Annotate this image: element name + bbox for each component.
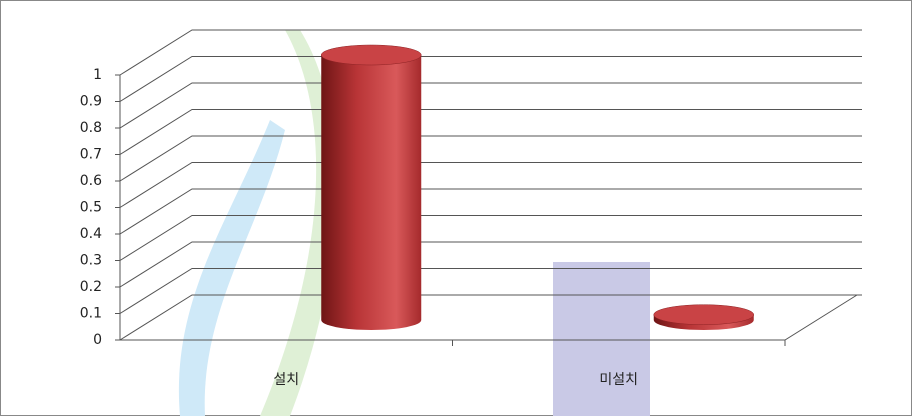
- cylinder-top: [321, 44, 422, 66]
- y-tick-label: 0: [93, 332, 102, 348]
- y-tick-label: 0.1: [80, 306, 102, 322]
- grid-line: [119, 29, 862, 76]
- grid-line: [119, 215, 862, 261]
- grid-line: [119, 56, 862, 102]
- grid-line: [119, 82, 862, 129]
- x-tick-label: 미설치: [599, 372, 638, 388]
- grid-line: [119, 109, 862, 155]
- y-tick-label: 1: [93, 67, 102, 83]
- grid-line: [119, 188, 862, 235]
- watermark-shape: [260, 30, 337, 416]
- grid-line: [119, 241, 862, 288]
- y-tick-label: 0.9: [80, 94, 102, 110]
- grid-line: [119, 268, 862, 314]
- bar: [321, 44, 422, 330]
- x-tick-label: 설치: [273, 372, 299, 388]
- y-tick-label: 0.6: [80, 173, 102, 189]
- cylinder-body: [321, 55, 422, 330]
- bar: [653, 304, 754, 330]
- grid-line: [119, 294, 862, 341]
- y-tick-label: 0.2: [80, 279, 102, 295]
- y-tick-label: 0.3: [80, 253, 102, 269]
- y-tick-label: 0.7: [80, 147, 102, 163]
- y-tick-label: 0.8: [80, 120, 102, 136]
- grid-line: [119, 135, 862, 182]
- cylinder-top: [653, 304, 754, 325]
- y-tick-label: 0.5: [80, 200, 102, 216]
- watermark-shape: [553, 262, 650, 416]
- y-tick-label: 0.4: [80, 226, 102, 242]
- grid-line: [119, 162, 862, 208]
